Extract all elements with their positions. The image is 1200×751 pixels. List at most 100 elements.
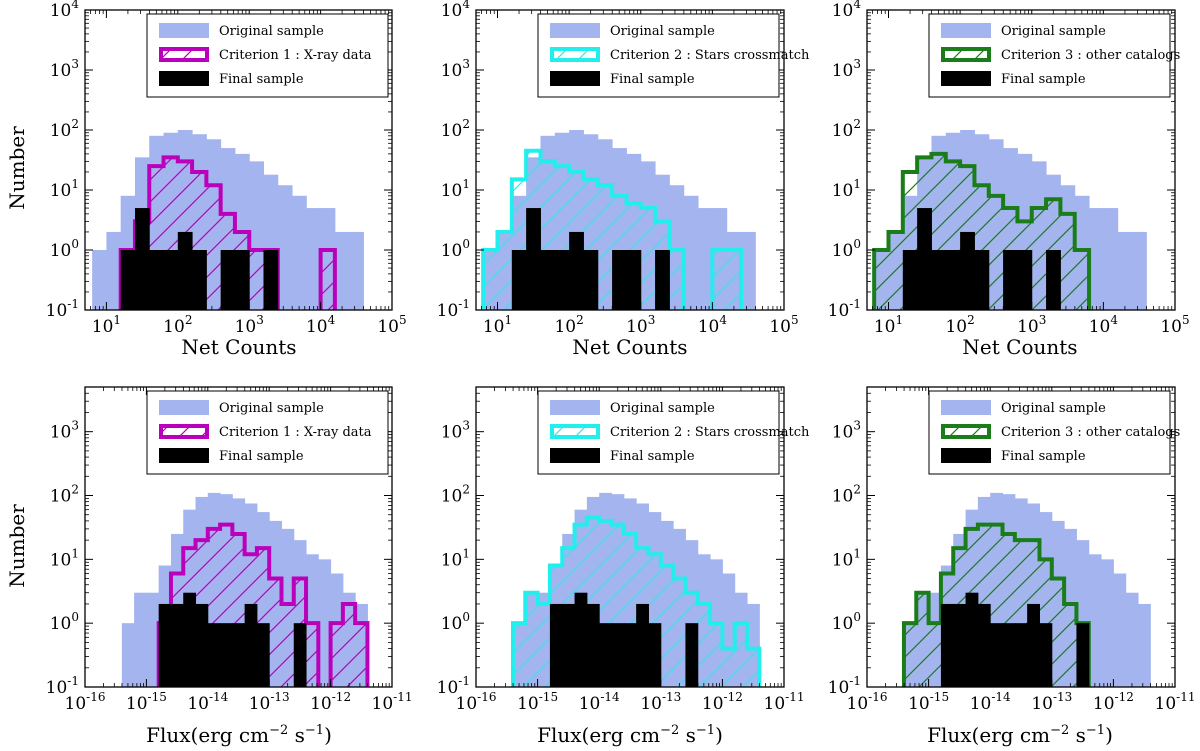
legend-label: Criterion 3 : other catalogs xyxy=(1001,48,1180,63)
final-sample-bar xyxy=(293,623,307,687)
final-sample-bar xyxy=(134,208,150,310)
legend-swatch-final xyxy=(159,71,209,86)
x-tick-label: 101 xyxy=(92,313,121,337)
y-tick-label: 103 xyxy=(50,419,79,443)
legend-label: Original sample xyxy=(219,401,324,416)
x-tick-label: 102 xyxy=(945,313,974,337)
y-tick-label: 10-1 xyxy=(46,674,79,698)
x-tick-label: 102 xyxy=(163,313,192,337)
panel-top-middle: 101 102 103 104 105 10-1 100 101 102 103 104 Origin… xyxy=(437,0,810,337)
plot-area xyxy=(510,492,762,687)
legend-swatch-criterion xyxy=(159,47,209,62)
original-sample-bar xyxy=(683,195,699,310)
legend-label: Criterion 3 : other catalogs xyxy=(1001,425,1180,440)
x-tick-label: 104 xyxy=(698,313,728,337)
y-tick-label: 102 xyxy=(50,117,79,141)
original-sample-bar xyxy=(1117,231,1133,310)
final-sample-bar xyxy=(540,250,556,310)
final-sample-bar xyxy=(583,250,599,310)
plot-area xyxy=(481,130,756,310)
legend-label: Final sample xyxy=(1001,72,1086,87)
legend: Original sample Criterion 3 : other catal… xyxy=(928,13,1180,98)
legend-label: Final sample xyxy=(610,449,695,464)
final-sample-bar xyxy=(965,592,979,687)
x-tick-label: 10-13 xyxy=(1031,690,1072,714)
final-sample-bar xyxy=(655,250,670,310)
y-tick-label: 100 xyxy=(50,610,79,634)
x-tick-label: 102 xyxy=(554,313,583,337)
axes-frame xyxy=(866,386,1176,688)
panel-top-right: 101 102 103 104 105 10-1 100 101 102 103 104 Origin… xyxy=(828,0,1190,337)
final-sample-bar xyxy=(177,231,193,310)
panel-bottom-middle: 10-16 10-15 10-14 10-13 10-12 10-11 10-1 100 101… xyxy=(437,386,810,714)
x-tick-label: 10-16 xyxy=(65,690,106,714)
y-tick-label: 103 xyxy=(832,419,861,443)
xlabel-bottom-left: Flux(erg cm−2 s−1) xyxy=(146,723,332,747)
y-tick-label: 10-1 xyxy=(828,674,861,698)
final-sample-bar xyxy=(990,623,1004,687)
ticks: 101 102 103 104 105 10-1 100 101 102 103 104 xyxy=(437,0,799,337)
original-sample-bar xyxy=(1103,208,1119,310)
legend-swatch-original xyxy=(159,400,209,415)
final-sample-bar xyxy=(623,623,637,687)
x-tick-label: 105 xyxy=(769,313,798,337)
legend-swatch-criterion xyxy=(550,47,600,62)
legend-label: Original sample xyxy=(1001,401,1106,416)
ylabel-top: Number xyxy=(5,126,29,210)
final-sample-bar xyxy=(149,250,165,310)
ticks: 10-16 10-15 10-14 10-13 10-12 10-11 10-1 100 101… xyxy=(828,386,1195,714)
x-tick-label: 10-14 xyxy=(187,690,228,714)
y-tick-label: 101 xyxy=(50,546,79,570)
legend-label: Original sample xyxy=(610,401,715,416)
final-sample-bar xyxy=(549,603,563,687)
x-tick-label: 10-15 xyxy=(517,690,558,714)
x-tick-label: 104 xyxy=(1089,313,1119,337)
x-tick-label: 103 xyxy=(1017,313,1046,337)
x-tick-label: 10-12 xyxy=(310,690,351,714)
final-sample-bar xyxy=(953,603,967,687)
final-sample-bar xyxy=(554,250,570,310)
legend-swatch-final xyxy=(941,71,991,86)
original-sample-bar xyxy=(106,231,122,310)
final-sample-bar xyxy=(511,250,527,310)
x-tick-label: 10-13 xyxy=(249,690,290,714)
final-sample-bar xyxy=(1003,250,1018,310)
x-tick-label: 101 xyxy=(874,313,903,337)
legend: Original sample Criterion 1 : X-ray data F… xyxy=(146,390,389,475)
final-sample-bar xyxy=(234,250,250,310)
x-tick-label: 105 xyxy=(377,313,406,337)
y-tick-label: 100 xyxy=(441,610,470,634)
final-sample-bar xyxy=(195,603,209,687)
y-tick-label: 102 xyxy=(50,483,79,507)
final-sample-bar xyxy=(256,623,270,687)
legend-swatch-final xyxy=(941,448,991,463)
panel-bottom-left: 10-16 10-15 10-14 10-13 10-12 10-11 10-1 100 101… xyxy=(46,386,412,714)
plot-area xyxy=(121,492,370,687)
legend-label: Final sample xyxy=(1001,449,1086,464)
x-tick-label: 101 xyxy=(483,313,512,337)
xlabel-top-left: Net Counts xyxy=(181,335,296,359)
original-sample-bar xyxy=(146,592,160,687)
panel-top-left: 101 102 103 104 105 10-1 100 101 102 103 104 Origin… xyxy=(46,0,407,337)
final-sample-bar xyxy=(220,250,236,310)
final-sample-bar xyxy=(917,208,932,310)
xlabel-top-middle: Net Counts xyxy=(572,335,687,359)
legend: Original sample Criterion 1 : X-ray data F… xyxy=(146,13,389,98)
final-sample-bar xyxy=(611,623,625,687)
original-sample-bar xyxy=(306,208,322,310)
x-tick-label: 103 xyxy=(235,313,264,337)
ticks: 10-16 10-15 10-14 10-13 10-12 10-11 10-1 100 101… xyxy=(437,386,804,714)
x-tick-label: 10-14 xyxy=(579,690,620,714)
ticks: 101 102 103 104 105 10-1 100 101 102 103 104 xyxy=(828,0,1190,337)
legend-label: Criterion 2 : Stars crossmatch xyxy=(610,48,810,63)
original-sample-bar xyxy=(698,208,713,310)
final-sample-bar xyxy=(526,208,541,310)
x-tick-label: 10-15 xyxy=(908,690,949,714)
final-sample-bar xyxy=(562,603,576,687)
legend-label: Final sample xyxy=(610,72,695,87)
y-tick-label: 102 xyxy=(832,483,861,507)
legend-swatch-criterion xyxy=(941,424,991,439)
legend-swatch-original xyxy=(941,400,991,415)
legend-swatch-original xyxy=(550,23,600,38)
